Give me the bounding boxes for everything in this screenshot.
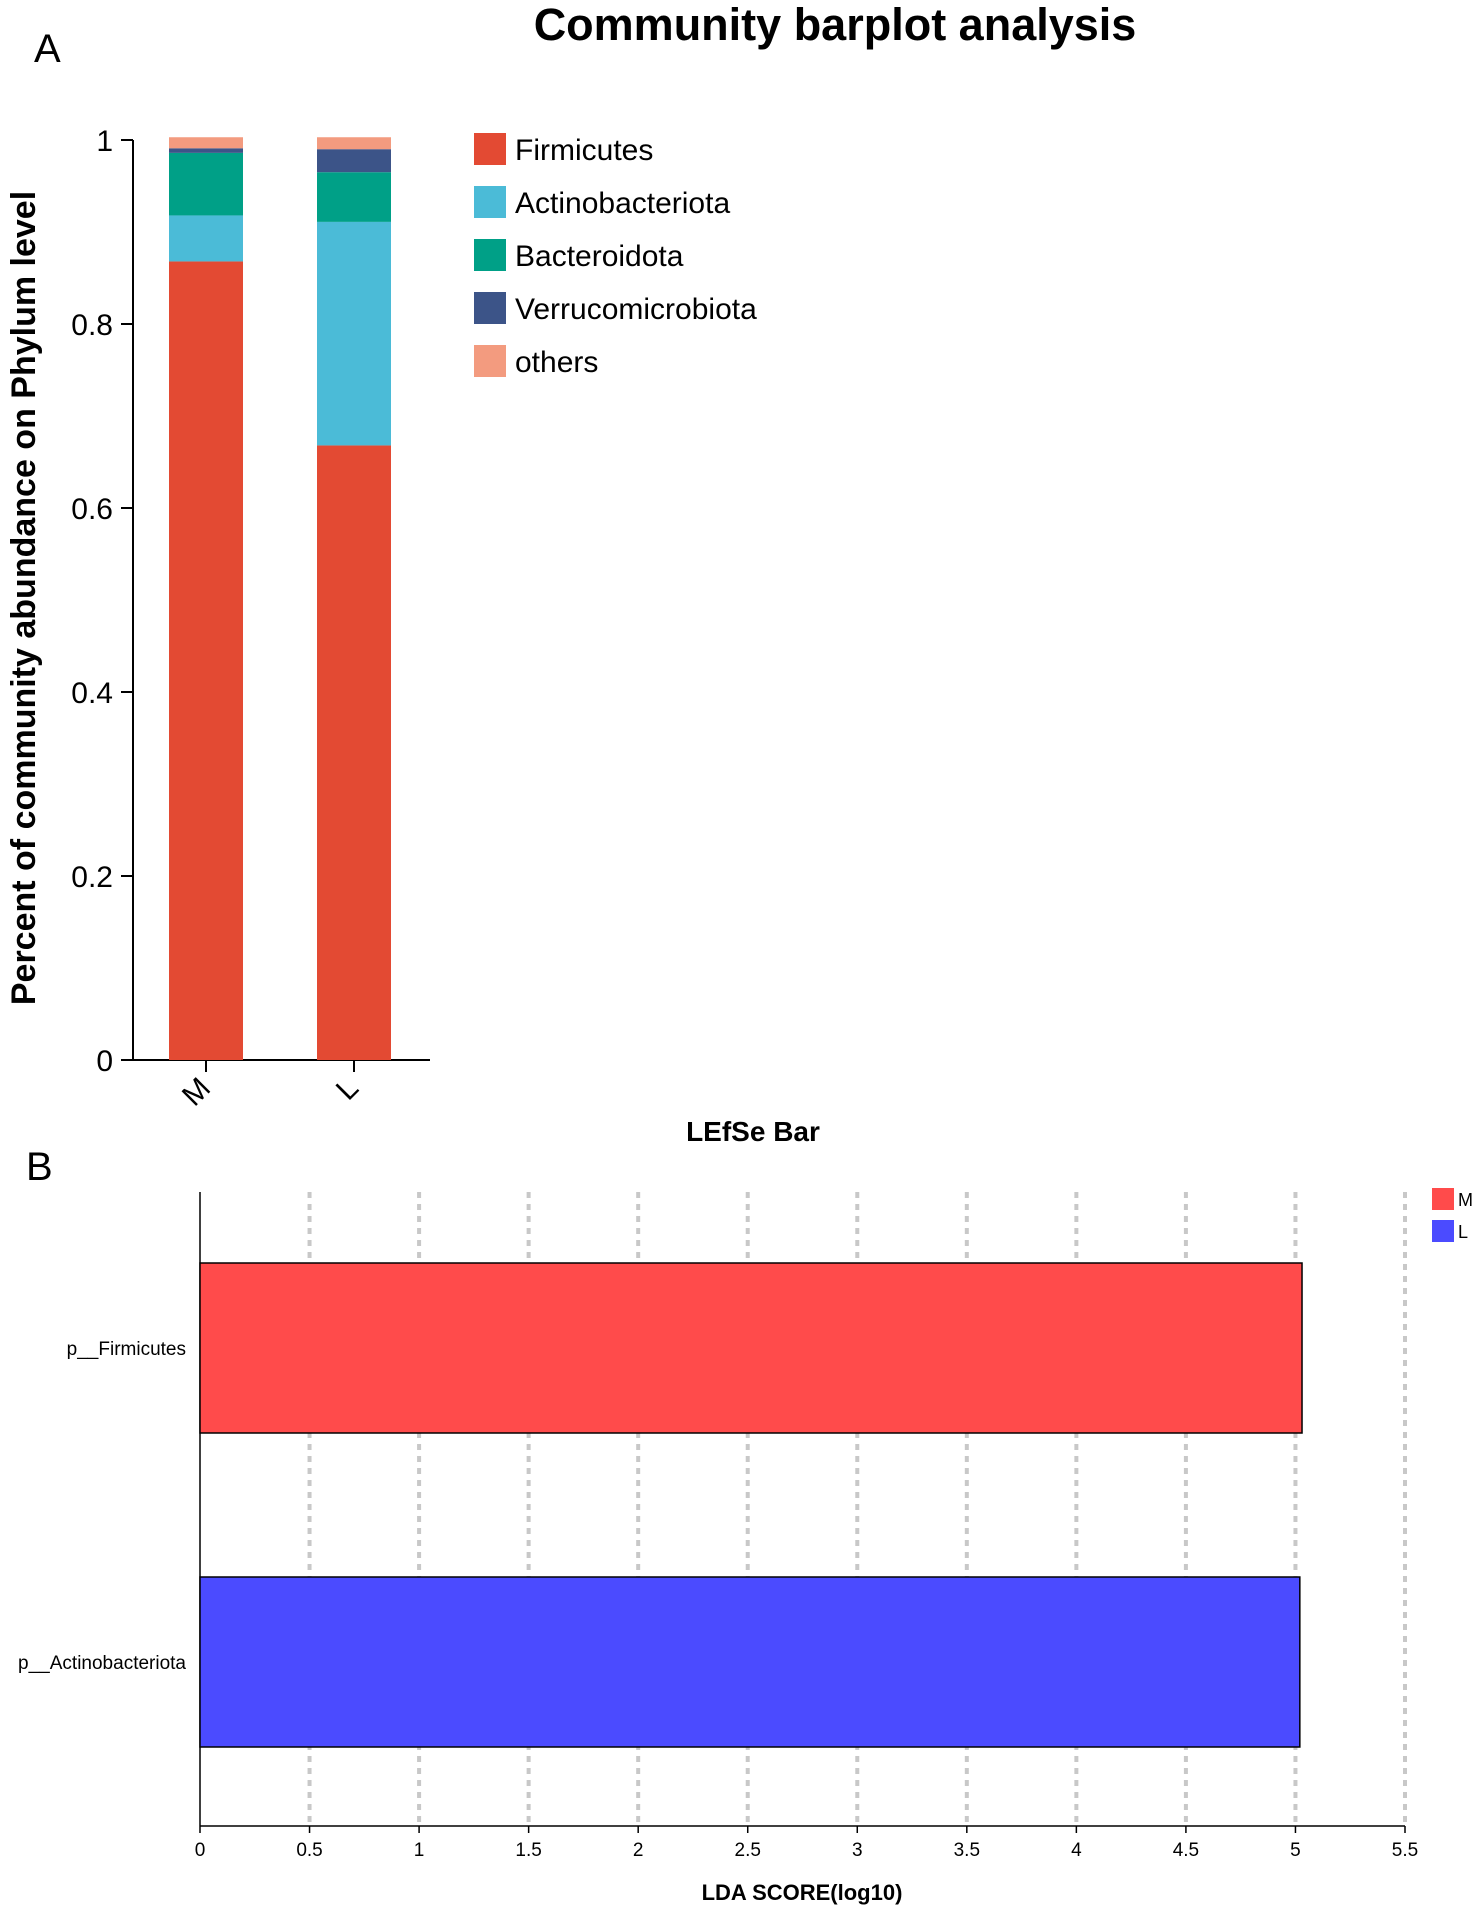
legend-swatch-others — [474, 345, 506, 377]
lefse-title: LEfSe Bar — [686, 1116, 820, 1147]
x-tick-label: 1 — [414, 1840, 425, 1861]
bar-segment-m-verrucomicrobiota — [169, 148, 243, 153]
x-tick-label: 2 — [633, 1840, 644, 1861]
x-tick-label: 4.5 — [1173, 1840, 1199, 1861]
legend-label-bacteroidota: Bacteroidota — [515, 240, 684, 273]
x-tick-label: 0.5 — [296, 1840, 322, 1861]
y-tick-label: 1 — [96, 125, 113, 158]
bar-segment-m-others — [169, 137, 243, 149]
bar-segment-m-bacteroidota — [169, 152, 243, 216]
lefse-barplot: LEfSe Bar p__Firmicutes p__Actinobacterio… — [18, 1116, 1473, 1905]
legend-label-l: L — [1458, 1222, 1468, 1242]
y-tick-label: 0.4 — [71, 677, 113, 710]
bar-segment-m-actinobacteriota — [169, 215, 243, 262]
y-tick-label: 0.8 — [71, 309, 113, 342]
legend-swatch-verrucomicrobiota — [474, 292, 506, 324]
x-tick-label: 5 — [1290, 1840, 1301, 1861]
community-barplot-y-label: Percent of community abundance on Phylum… — [5, 191, 43, 1005]
legend-label-m: M — [1458, 1190, 1473, 1210]
legend-label-actinobacteriota: Actinobacteriota — [515, 187, 730, 220]
lefse-bar-m — [199, 1262, 1303, 1434]
legend-label-firmicutes: Firmicutes — [515, 134, 653, 167]
panel-label-a: A — [34, 27, 61, 71]
legend-label-others: others — [515, 346, 598, 379]
x-tick-label: L — [330, 1072, 365, 1107]
y-tick-label: 0 — [96, 1045, 113, 1078]
y-tick-label: 0.2 — [71, 861, 113, 894]
x-tick-label: 4 — [1071, 1840, 1082, 1861]
legend-label-verrucomicrobiota: Verrucomicrobiota — [515, 293, 757, 326]
x-tick-label: 0 — [195, 1840, 206, 1861]
bar-segment-m-firmicutes — [169, 261, 243, 1060]
bar-segment-l-verrucomicrobiota — [317, 149, 391, 173]
legend-swatch-m — [1432, 1188, 1454, 1210]
x-tick-label: 2.5 — [735, 1840, 761, 1861]
x-tick-label: M — [176, 1072, 217, 1113]
lefse-bar-l — [199, 1576, 1301, 1748]
legend-swatch-firmicutes — [474, 133, 506, 165]
x-tick-label: 1.5 — [515, 1840, 541, 1861]
bar-segment-l-others — [317, 137, 391, 150]
legend-swatch-actinobacteriota — [474, 186, 506, 218]
community-barplot-title: Community barplot analysis — [534, 0, 1137, 50]
bar-segment-l-actinobacteriota — [317, 221, 391, 446]
x-tick-label: 5.5 — [1392, 1840, 1418, 1861]
x-tick-label: 3 — [852, 1840, 863, 1861]
category-label: p__Actinobacteriota — [18, 1653, 186, 1674]
bar-segment-l-firmicutes — [317, 445, 391, 1060]
panel-label-b: B — [26, 1145, 53, 1189]
category-label: p__Firmicutes — [67, 1339, 186, 1360]
lefse-x-label: LDA SCORE(log10) — [702, 1880, 903, 1905]
x-tick-label: 3.5 — [954, 1840, 980, 1861]
community-barplot: Community barplot analysis Percent of co… — [5, 0, 1136, 1113]
bar-segment-l-bacteroidota — [317, 172, 391, 222]
legend-swatch-bacteroidota — [474, 239, 506, 271]
y-tick-label: 0.6 — [71, 493, 113, 526]
legend-swatch-l — [1432, 1220, 1454, 1242]
